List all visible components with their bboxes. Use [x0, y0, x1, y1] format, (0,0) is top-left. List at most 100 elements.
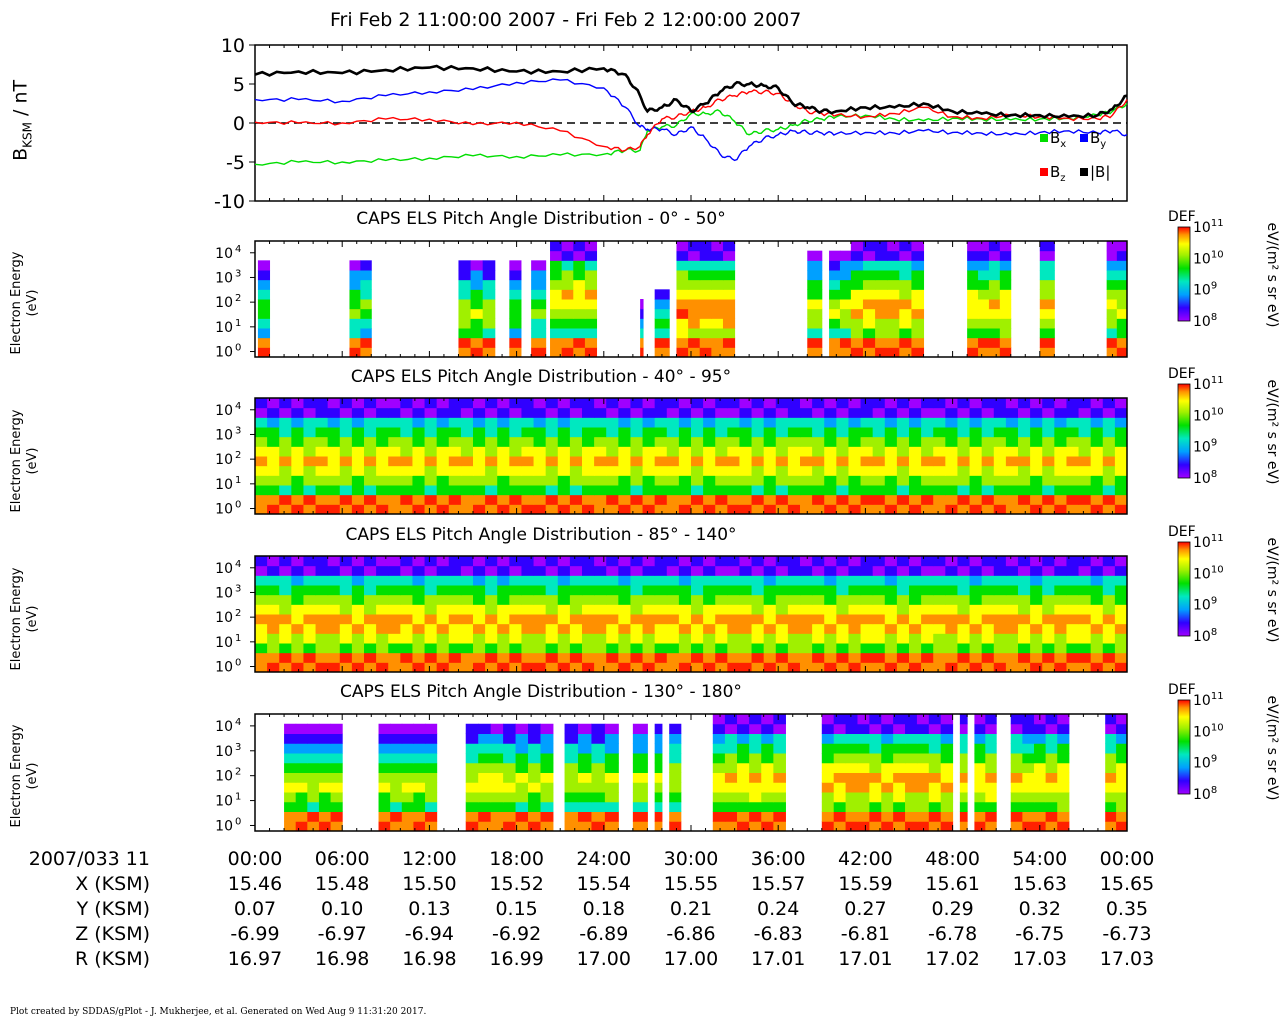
heatmap-cell — [388, 407, 401, 418]
heatmap-cell — [594, 652, 607, 663]
heatmap-cell — [284, 792, 297, 803]
heatmap-cell — [594, 575, 607, 586]
heatmap-cell — [279, 623, 292, 634]
heatmap-cell — [606, 494, 619, 505]
heatmap-cell — [703, 504, 716, 515]
heatmap-cell — [1105, 821, 1117, 832]
heatmap-cell — [490, 733, 504, 744]
heatmap-cell — [763, 446, 777, 457]
heatmap-cell — [751, 398, 765, 409]
heatmap-cell — [594, 465, 607, 476]
heatmap-cell — [1030, 594, 1043, 605]
heatmap-cell — [640, 328, 644, 339]
heatmap-cell — [1090, 446, 1104, 457]
ephemeris-y-value: 0.15 — [495, 898, 538, 920]
heatmap-cell — [829, 308, 841, 319]
heatmap-cell — [928, 743, 942, 754]
heatmap-cell — [699, 241, 712, 252]
heatmap-cell — [887, 289, 900, 300]
heatmap-cell — [503, 792, 517, 803]
heatmap-cell — [957, 594, 971, 605]
heatmap-cell — [985, 723, 997, 734]
heatmap-cell — [857, 782, 870, 793]
heatmap-cell — [916, 714, 930, 725]
heatmap-cell — [1078, 446, 1092, 457]
heatmap-cell — [632, 801, 648, 812]
heatmap-cell — [875, 299, 888, 310]
heatmap-cell — [836, 485, 849, 496]
heatmap-cell — [824, 633, 837, 644]
heatmap-cell — [545, 427, 559, 438]
heatmap-cell — [584, 270, 598, 281]
heatmap-cell — [967, 270, 979, 281]
heatmap-cell — [666, 417, 680, 428]
heatmap-cell — [654, 565, 668, 576]
heatmap-cell — [993, 494, 1007, 505]
heatmap-cell — [509, 465, 522, 476]
heatmap-cell — [893, 811, 906, 822]
heatmap-cell — [465, 782, 479, 793]
ephemeris-r-value: 17.03 — [1099, 948, 1155, 970]
heatmap-cell — [473, 485, 486, 496]
heatmap-cell — [974, 714, 986, 725]
heatmap-cell — [291, 417, 304, 428]
heatmap-cell — [618, 565, 631, 576]
heatmap-cell — [959, 821, 968, 832]
colorbar-tick-label: 1010 — [1193, 722, 1224, 740]
heatmap-cell — [330, 792, 343, 803]
heatmap-cell — [291, 662, 304, 673]
heatmap-cell — [981, 417, 995, 428]
heatmap-cell — [1066, 494, 1080, 505]
heatmap-cell — [703, 407, 716, 418]
heatmap-cell — [257, 308, 271, 319]
heatmap-cell — [1018, 623, 1031, 634]
heatmap-cell — [703, 604, 716, 615]
heatmap-cell — [981, 485, 995, 496]
heatmap-cell — [715, 633, 728, 644]
heatmap-cell — [678, 662, 692, 673]
heatmap-cell — [862, 308, 876, 319]
heatmap-cell — [1105, 811, 1117, 822]
heatmap-cell — [573, 299, 586, 310]
heatmap-cell — [727, 485, 740, 496]
heatmap-cell — [763, 485, 777, 496]
energy-ylabel-1: Electron Energy (eV) — [9, 251, 40, 355]
heatmap-cell — [824, 465, 837, 476]
heatmap-cell — [255, 436, 268, 447]
heatmap-cell — [561, 260, 574, 271]
heatmap-cell — [845, 801, 858, 812]
heatmap-cell — [400, 623, 413, 634]
heatmap-cell — [485, 585, 498, 596]
heatmap-cell — [899, 318, 912, 329]
heatmap-cell — [724, 762, 738, 773]
heatmap-cell — [967, 250, 979, 261]
heatmap-cell — [860, 456, 874, 467]
heatmap-cell — [1090, 485, 1104, 496]
heatmap-cell — [824, 436, 837, 447]
heatmap-cell — [485, 575, 498, 586]
heatmap-cell — [569, 556, 583, 567]
colorbar-tick-label: 1010 — [1193, 406, 1224, 424]
heatmap-cell — [993, 417, 1007, 428]
energy-ytick-exp: 3 — [235, 583, 241, 594]
heatmap-cell — [318, 811, 332, 822]
heatmap-cell — [999, 347, 1012, 358]
legend-label-bmag: |B| — [1090, 163, 1110, 181]
heatmap-cell — [1054, 407, 1067, 418]
heatmap-cell — [1102, 594, 1116, 605]
heatmap-cell — [436, 604, 450, 615]
heatmap-cell — [632, 753, 648, 764]
heatmap-cell — [557, 594, 571, 605]
heatmap-cell — [640, 299, 644, 310]
heatmap-cell — [582, 575, 595, 586]
heatmap-cell — [654, 782, 663, 793]
heatmap-cell — [533, 398, 547, 409]
ephemeris-y-value: 0.27 — [844, 898, 887, 920]
heatmap-cell — [1102, 614, 1116, 625]
heatmap-cell — [509, 565, 522, 576]
heatmap-cell — [654, 772, 663, 783]
heatmap-cell — [875, 328, 888, 339]
heatmap-cell — [1114, 575, 1128, 586]
heatmap-cell — [654, 762, 663, 773]
heatmap-cell — [584, 318, 598, 329]
